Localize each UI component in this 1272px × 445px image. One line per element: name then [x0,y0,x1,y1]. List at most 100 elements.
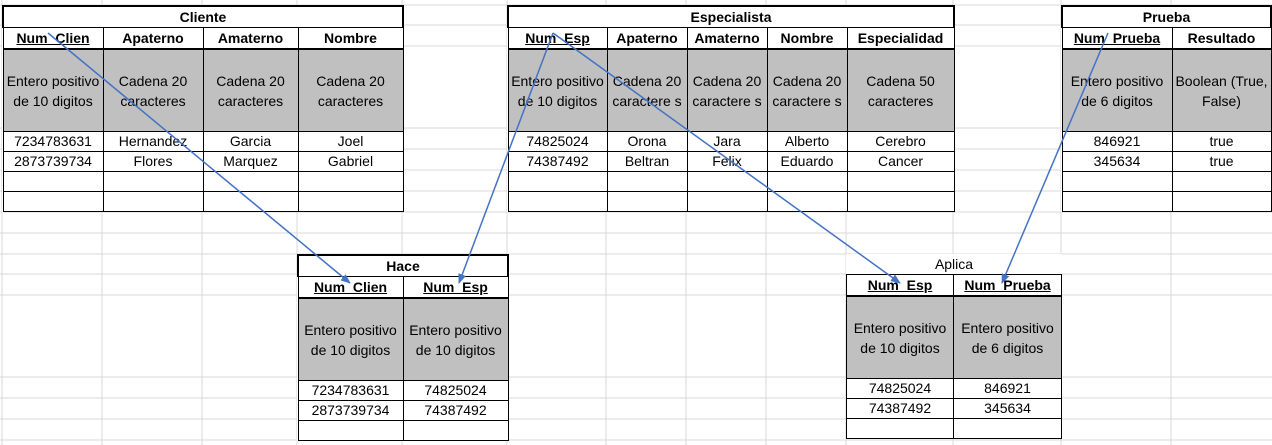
empty-cell[interactable] [507,191,608,212]
empty-cell[interactable] [297,171,404,192]
especialista-header-especialidad[interactable]: Especialidad [846,27,955,50]
hace-cell[interactable]: 7234783631 [297,380,404,401]
especialista-cell[interactable]: Alberto [766,131,848,152]
prueba-title: Prueba [1061,5,1272,28]
prueba-cell[interactable]: true [1171,151,1272,172]
aplica-type-cell[interactable]: Entero positivo de 10 digitos [846,295,954,379]
especialista-type-cell[interactable]: Cadena 20 caractere s [606,48,688,132]
hace-type-cell[interactable]: Entero positivo de 10 digitos [402,297,509,381]
table-row: 7234783631 Hernandez Garcia Joel [2,131,404,152]
prueba-header-num-prueba[interactable]: Num_Prueba [1061,27,1173,50]
especialista-cell[interactable]: Cancer [846,151,955,172]
table-row: 74825024 846921 [846,378,1063,399]
table-row [846,418,1063,439]
especialista-cell[interactable]: Eduardo [766,151,848,172]
table-row [297,420,509,441]
empty-cell[interactable] [297,420,404,441]
aplica-cell[interactable]: 846921 [952,378,1063,399]
aplica-title: Aplica [934,256,974,272]
table-row: 345634 true [1061,151,1272,172]
cliente-header-nombre[interactable]: Nombre [297,27,404,50]
prueba-cell[interactable]: 345634 [1061,151,1173,172]
empty-cell[interactable] [686,171,768,192]
cliente-header-amaterno[interactable]: Amaterno [202,27,299,50]
especialista-type-cell[interactable]: Cadena 20 caractere s [766,48,848,132]
empty-cell[interactable] [1061,191,1173,212]
aplica-cell[interactable]: 74387492 [846,398,954,419]
especialista-type-cell[interactable]: Cadena 20 caractere s [686,48,768,132]
prueba-type-cell[interactable]: Boolean (True, False) [1171,48,1272,132]
prueba-header-resultado[interactable]: Resultado [1171,27,1272,50]
table-row [1061,171,1272,192]
empty-cell[interactable] [2,191,104,212]
cliente-header-apaterno[interactable]: Apaterno [102,27,204,50]
hace-cell[interactable]: 2873739734 [297,400,404,421]
prueba-type-cell[interactable]: Entero positivo de 6 digitos [1061,48,1173,132]
cliente-cell[interactable]: 7234783631 [2,131,104,152]
especialista-cell[interactable]: Beltran [606,151,688,172]
hace-cell[interactable]: 74825024 [402,380,509,401]
empty-cell[interactable] [102,191,204,212]
empty-cell[interactable] [606,171,688,192]
especialista-cell[interactable]: 74825024 [507,131,608,152]
aplica-type-cell[interactable]: Entero positivo de 6 digitos [952,295,1063,379]
empty-cell[interactable] [846,171,955,192]
cliente-cell[interactable]: Garcia [202,131,299,152]
empty-cell[interactable] [102,171,204,192]
hace-cell[interactable]: 74387492 [402,400,509,421]
empty-cell[interactable] [766,191,848,212]
empty-cell[interactable] [766,171,848,192]
cliente-cell[interactable]: Flores [102,151,204,172]
empty-cell[interactable] [846,191,955,212]
especialista-cell[interactable]: 74387492 [507,151,608,172]
empty-cell[interactable] [686,191,768,212]
empty-cell[interactable] [846,418,954,439]
empty-cell[interactable] [507,171,608,192]
especialista-header-amaterno[interactable]: Amaterno [686,27,768,50]
especialista-cell[interactable]: Jara [686,131,768,152]
especialista-header-nombre[interactable]: Nombre [766,27,848,50]
aplica-cell[interactable]: 345634 [952,398,1063,419]
empty-cell[interactable] [202,191,299,212]
prueba-table: Prueba Num_Prueba Resultado Entero posit… [1061,5,1272,212]
table-row [1061,191,1272,212]
especialista-header-num-esp[interactable]: Num_Esp [507,27,608,50]
empty-cell[interactable] [1171,171,1272,192]
empty-cell[interactable] [402,420,509,441]
cliente-cell[interactable]: 2873739734 [2,151,104,172]
especialista-cell[interactable]: Orona [606,131,688,152]
especialista-type-cell[interactable]: Entero positivo de 10 digitos [507,48,608,132]
hace-type-cell[interactable]: Entero positivo de 10 digitos [297,297,404,381]
hace-header-num-esp[interactable]: Num_Esp [402,276,509,299]
empty-cell[interactable] [606,191,688,212]
cliente-type-cell[interactable]: Cadena 20 caracteres [297,48,404,132]
prueba-cell[interactable]: 846921 [1061,131,1173,152]
especialista-type-cell[interactable]: Cadena 50 caracteres [846,48,955,132]
empty-cell[interactable] [952,418,1063,439]
table-row: 846921 true [1061,131,1272,152]
especialista-title: Especialista [506,5,956,28]
cliente-type-cell[interactable]: Cadena 20 caracteres [202,48,299,132]
cliente-cell[interactable]: Joel [297,131,404,152]
aplica-cell[interactable]: 74825024 [846,378,954,399]
empty-cell[interactable] [297,191,404,212]
cliente-cell[interactable]: Hernandez [102,131,204,152]
cliente-type-cell[interactable]: Cadena 20 caracteres [102,48,204,132]
empty-cell[interactable] [202,171,299,192]
especialista-cell[interactable]: Cerebro [846,131,955,152]
especialista-cell[interactable]: Felix [686,151,768,172]
empty-cell[interactable] [2,171,104,192]
cliente-type-cell[interactable]: Entero positivo de 10 digitos [2,48,104,132]
table-row: 74387492 345634 [846,398,1063,419]
aplica-header-num-prueba[interactable]: Num_Prueba [952,274,1063,297]
empty-cell[interactable] [1171,191,1272,212]
cliente-header-num-clien[interactable]: Num_Clien [2,27,104,50]
cliente-cell[interactable]: Marquez [202,151,299,172]
cliente-cell[interactable]: Gabriel [297,151,404,172]
cliente-title: Cliente [2,5,404,28]
aplica-header-num-esp[interactable]: Num_Esp [846,274,954,297]
especialista-header-apaterno[interactable]: Apaterno [606,27,688,50]
hace-header-num-clien[interactable]: Num_Clien [297,276,404,299]
empty-cell[interactable] [1061,171,1173,192]
prueba-cell[interactable]: true [1171,131,1272,152]
